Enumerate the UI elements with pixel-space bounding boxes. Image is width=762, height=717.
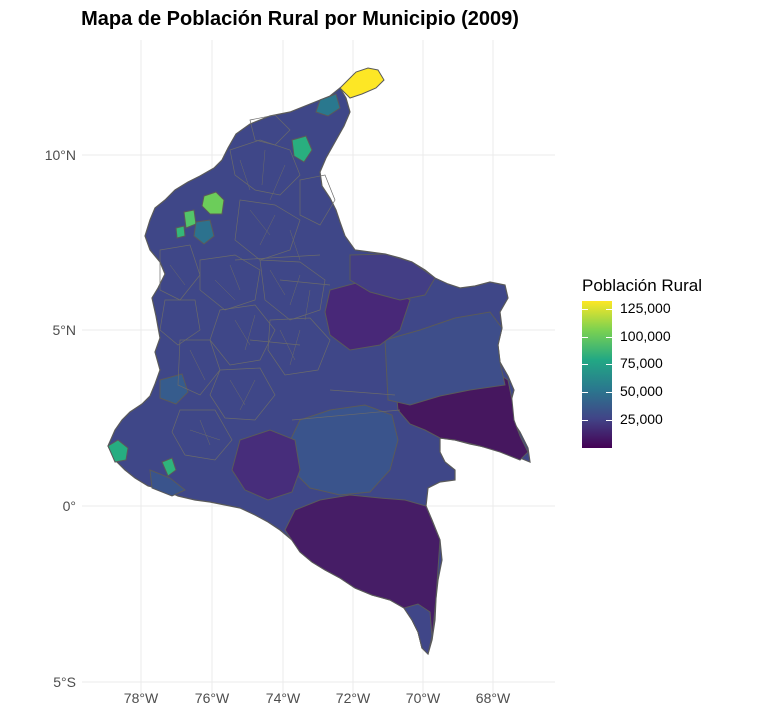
y-tick-label: 5°N bbox=[53, 322, 77, 338]
x-tick-label: 68°W bbox=[476, 690, 511, 706]
region-amazonas-lower bbox=[403, 603, 433, 655]
region-caqueta bbox=[231, 429, 301, 501]
legend-label: 100,000 bbox=[620, 328, 671, 344]
municipal-borders bbox=[159, 114, 401, 461]
x-tick-label: 70°W bbox=[406, 690, 441, 706]
x-axis-ticks: 78°W 76°W 74°W 72°W 70°W 68°W bbox=[124, 690, 511, 706]
x-tick-label: 76°W bbox=[195, 690, 230, 706]
region-tumaco bbox=[161, 457, 177, 477]
legend-label: 50,000 bbox=[620, 383, 663, 399]
region-vichada bbox=[384, 311, 506, 406]
legend-colorbar bbox=[582, 301, 612, 448]
y-axis-ticks: 10°N 5°N 0° 5°S bbox=[45, 147, 76, 690]
region-cesar-north bbox=[315, 93, 341, 117]
region-guajira bbox=[339, 67, 385, 99]
region-narino-center bbox=[149, 469, 186, 497]
legend-label: 25,000 bbox=[620, 411, 663, 427]
municipal-borders-fine bbox=[169, 149, 311, 446]
region-antioquia-north bbox=[175, 225, 186, 239]
legend-tick bbox=[582, 420, 612, 421]
x-tick-label: 74°W bbox=[266, 690, 301, 706]
legend-label: 125,000 bbox=[620, 300, 671, 316]
x-tick-label: 78°W bbox=[124, 690, 159, 706]
region-sucre bbox=[193, 219, 215, 245]
legend-tick bbox=[582, 364, 612, 365]
legend-title: Población Rural bbox=[582, 276, 703, 295]
region-arauca bbox=[349, 253, 436, 301]
chart-title: Mapa de Población Rural por Municipio (2… bbox=[81, 8, 519, 30]
legend-tick bbox=[582, 392, 612, 393]
region-magdalena bbox=[291, 135, 313, 163]
region-narino-coast bbox=[107, 439, 129, 463]
y-tick-label: 0° bbox=[63, 498, 76, 514]
legend-tick bbox=[582, 337, 612, 338]
legend-tick bbox=[582, 309, 612, 310]
x-tick-label: 72°W bbox=[336, 690, 371, 706]
region-cordoba-north bbox=[201, 191, 225, 215]
y-tick-label: 10°N bbox=[45, 147, 76, 163]
legend-label: 75,000 bbox=[620, 355, 663, 371]
y-tick-label: 5°S bbox=[53, 674, 76, 690]
